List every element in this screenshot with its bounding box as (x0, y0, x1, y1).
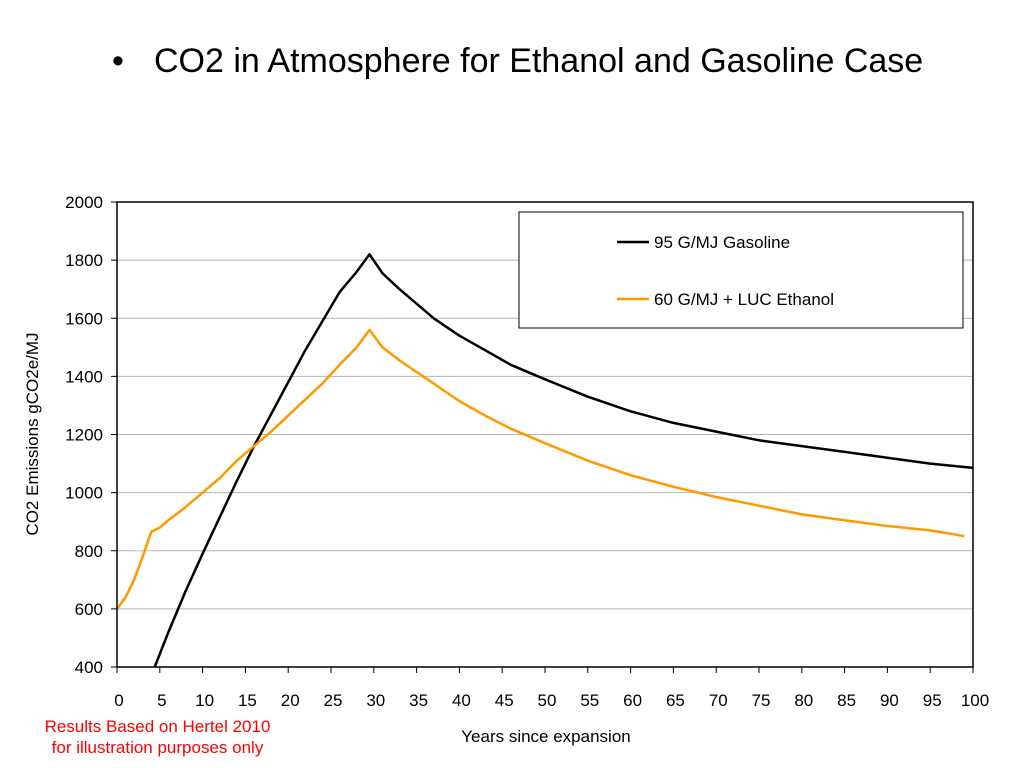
x-tick-label: 85 (837, 691, 856, 710)
x-tick-label: 100 (961, 691, 989, 710)
y-tick-label: 400 (75, 658, 103, 677)
slide-title: • CO2 in Atmosphere for Ethanol and Gasol… (112, 42, 923, 81)
x-tick-label: 5 (157, 691, 166, 710)
x-tick-label: 55 (580, 691, 599, 710)
x-axis-label: Years since expansion (461, 727, 631, 746)
y-tick-label: 1600 (65, 309, 103, 328)
legend-box (518, 211, 964, 329)
source-note-line-2: for illustration purposes only (51, 738, 264, 757)
title-bullet: • (112, 42, 124, 80)
y-axis-ticks: 400 600 800 1000 1200 1400 1600 1800 2000 (65, 193, 117, 677)
x-tick-label: 65 (666, 691, 685, 710)
y-tick-label: 2000 (65, 193, 103, 212)
x-tick-label: 60 (623, 691, 642, 710)
y-tick-label: 1200 (65, 426, 103, 445)
series-line-2 (115, 328, 965, 610)
y-tick-label: 1800 (65, 251, 103, 270)
legend: 95 G/MJ Gasoline 60 G/MJ + LUC Ethanol (518, 211, 964, 329)
x-tick-label: 35 (409, 691, 428, 710)
x-tick-label: 95 (923, 691, 942, 710)
series-layer (115, 253, 974, 668)
y-tick-label: 800 (75, 542, 103, 561)
series-line-1 (153, 253, 974, 668)
legend-label-1: 95 G/MJ Gasoline (654, 233, 790, 252)
y-axis-label: CO2 Emissions gCO2e/MJ (23, 332, 42, 535)
x-tick-label: 75 (752, 691, 771, 710)
x-tick-label: 45 (495, 691, 514, 710)
x-tick-label: 20 (281, 691, 300, 710)
y-tick-label: 600 (75, 600, 103, 619)
source-note-line-1: Results Based on Hertel 2010 (44, 717, 271, 736)
x-tick-label: 70 (709, 691, 728, 710)
x-tick-label: 10 (195, 691, 214, 710)
x-tick-label: 90 (880, 691, 899, 710)
x-tick-label: 50 (538, 691, 557, 710)
source-note: Results Based on Hertel 2010 for illustr… (10, 716, 305, 758)
x-tick-label: 0 (114, 691, 123, 710)
x-tick-label: 25 (324, 691, 343, 710)
x-tick-label: 40 (452, 691, 471, 710)
title-text: CO2 in Atmosphere for Ethanol and Gasoli… (154, 42, 924, 80)
x-tick-label: 15 (238, 691, 257, 710)
y-tick-label: 1400 (65, 367, 103, 386)
x-axis-ticks: 0 5 10 15 20 25 30 35 40 45 50 55 60 65 70 75 80 85 90 95 10… (114, 667, 989, 710)
legend-label-2: 60 G/MJ + LUC Ethanol (654, 290, 834, 309)
x-tick-label: 30 (366, 691, 385, 710)
x-tick-label: 80 (794, 691, 813, 710)
y-tick-label: 1000 (65, 484, 103, 503)
